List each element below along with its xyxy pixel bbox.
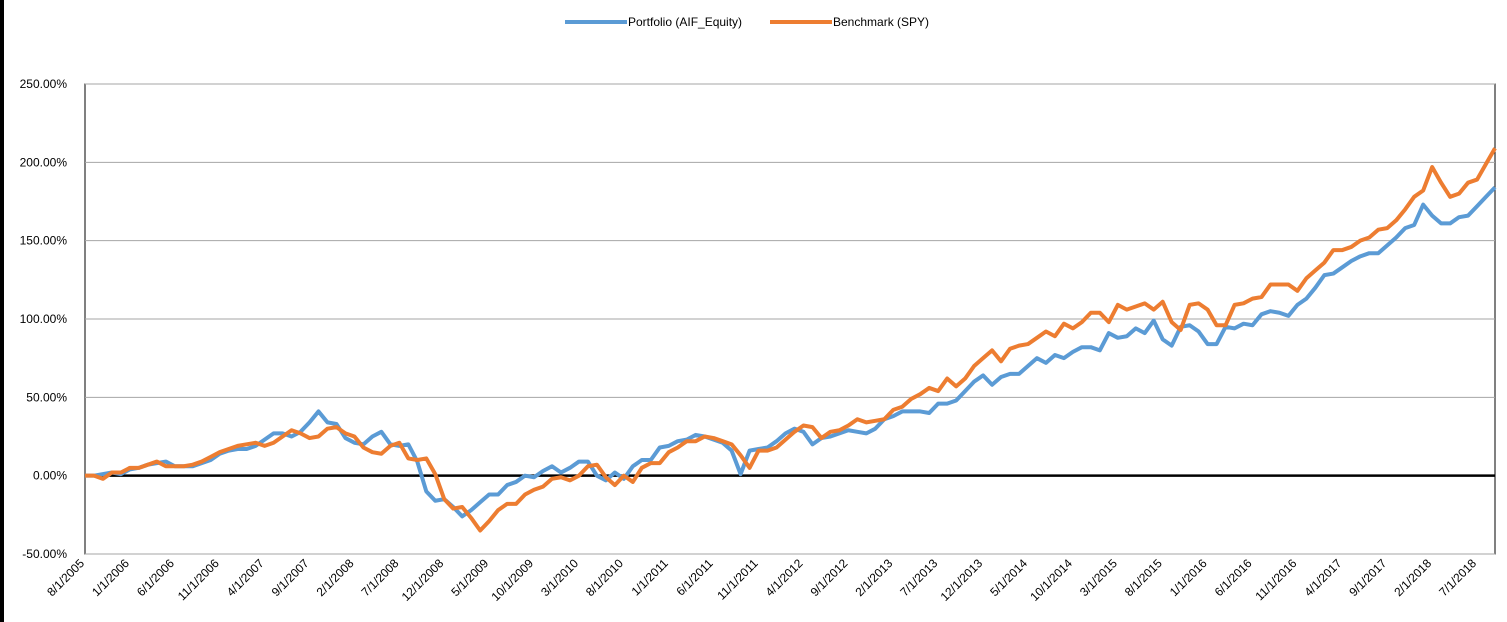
x-tick-label: 1/1/2016: [1167, 556, 1210, 599]
y-tick-label: 0.00%: [33, 469, 67, 483]
x-tick-label: 4/1/2007: [224, 556, 267, 599]
series-line: [85, 186, 1497, 519]
y-tick-label: 200.00%: [20, 155, 68, 169]
x-tick-label: 10/1/2009: [489, 556, 537, 604]
x-tick-label: 10/1/2014: [1027, 556, 1075, 604]
series-line: [85, 147, 1497, 533]
x-tick-label: 8/1/2005: [44, 556, 87, 599]
x-tick-label: 8/1/2015: [1122, 556, 1165, 599]
legend-label: Benchmark (SPY): [833, 15, 929, 29]
y-tick-label: -50.00%: [22, 547, 67, 561]
x-tick-label: 1/1/2011: [629, 556, 672, 599]
x-tick-label: 3/1/2015: [1077, 556, 1120, 599]
x-tick-label: 9/1/2017: [1346, 556, 1389, 599]
x-tick-label: 3/1/2010: [538, 556, 581, 599]
x-tick-label: 12/1/2008: [399, 556, 447, 604]
y-tick-label: 50.00%: [26, 390, 67, 404]
x-tick-label: 4/1/2012: [763, 556, 806, 599]
left-border: [0, 0, 4, 622]
x-tick-label: 2/1/2013: [852, 556, 895, 599]
x-tick-label: 2/1/2008: [314, 556, 357, 599]
x-tick-label: 11/1/2006: [175, 556, 222, 603]
x-tick-label: 6/1/2011: [673, 556, 716, 599]
y-tick-label: 100.00%: [20, 312, 68, 326]
y-tick-label: 250.00%: [20, 77, 68, 91]
x-tick-label: 4/1/2017: [1302, 556, 1345, 599]
x-tick-label: 5/1/2014: [987, 556, 1030, 599]
x-tick-label: 7/1/2018: [1436, 556, 1479, 599]
y-tick-label: 150.00%: [20, 234, 68, 248]
x-tick-label: 11/1/2016: [1253, 556, 1300, 603]
x-tick-label: 8/1/2010: [583, 556, 626, 599]
x-tick-label: 1/1/2006: [89, 556, 132, 599]
x-tick-label: 12/1/2013: [938, 556, 986, 604]
legend-label: Portfolio (AIF_Equity): [628, 15, 742, 29]
x-tick-label: 6/1/2016: [1212, 556, 1255, 599]
x-tick-label: 6/1/2006: [134, 556, 177, 599]
x-tick-label: 7/1/2008: [359, 556, 402, 599]
x-tick-label: 11/1/2011: [714, 556, 761, 603]
x-tick-label: 7/1/2013: [897, 556, 940, 599]
x-tick-label: 9/1/2007: [269, 556, 312, 599]
x-tick-label: 5/1/2009: [448, 556, 491, 599]
x-tick-label: 2/1/2018: [1391, 556, 1434, 599]
x-tick-label: 9/1/2012: [808, 556, 851, 599]
